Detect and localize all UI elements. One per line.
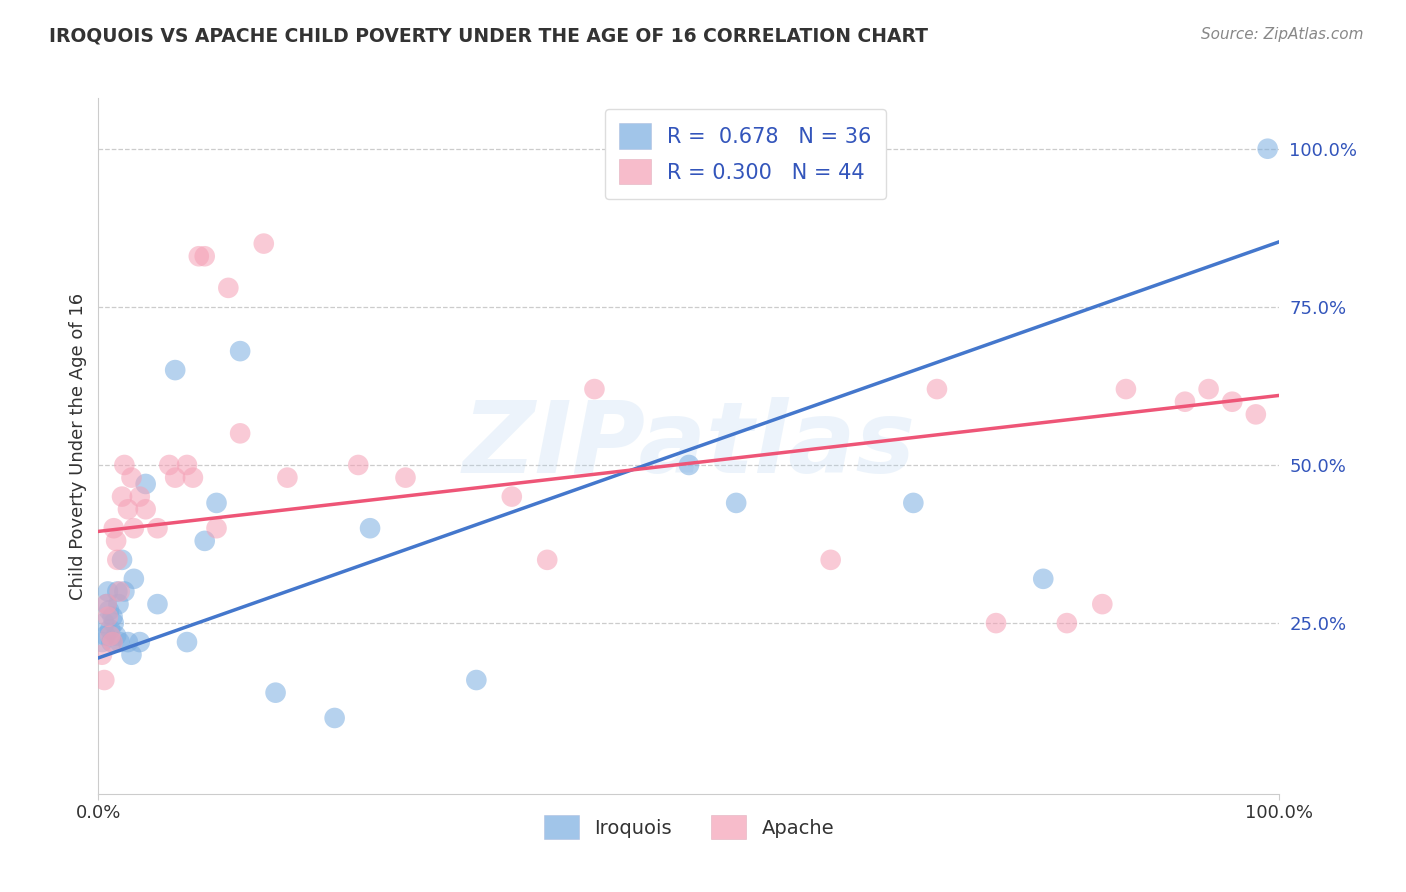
Point — [176, 635, 198, 649]
Point — [105, 553, 128, 567]
Point — [103, 616, 125, 631]
Point — [107, 597, 129, 611]
Point — [111, 553, 134, 567]
Point — [253, 236, 276, 251]
Point — [176, 458, 198, 472]
Point — [501, 490, 523, 504]
Point — [536, 553, 558, 567]
Y-axis label: Child Poverty Under the Age of 16: Child Poverty Under the Age of 16 — [69, 293, 87, 599]
Point — [194, 533, 217, 548]
Point — [98, 623, 121, 637]
Point — [135, 502, 157, 516]
Point — [96, 597, 118, 611]
Point — [264, 686, 287, 700]
Point — [820, 553, 842, 567]
Point — [98, 603, 121, 617]
Point — [108, 635, 131, 649]
Point — [117, 502, 139, 516]
Point — [128, 635, 150, 649]
Point — [205, 496, 228, 510]
Point — [359, 521, 381, 535]
Point — [135, 477, 157, 491]
Point — [93, 673, 115, 687]
Point — [111, 490, 134, 504]
Point — [229, 426, 252, 441]
Point — [1198, 382, 1220, 396]
Point — [122, 521, 145, 535]
Point — [925, 382, 948, 396]
Point — [217, 281, 239, 295]
Point — [100, 635, 122, 649]
Point — [112, 584, 135, 599]
Point — [678, 458, 700, 472]
Point — [121, 470, 143, 484]
Point — [93, 616, 115, 631]
Point — [1174, 394, 1197, 409]
Point — [101, 635, 124, 649]
Point — [105, 629, 128, 643]
Point — [984, 616, 1007, 631]
Point — [1115, 382, 1137, 396]
Point — [121, 648, 143, 662]
Point — [583, 382, 606, 396]
Point — [276, 470, 298, 484]
Point — [181, 470, 204, 484]
Point — [347, 458, 370, 472]
Point — [101, 609, 124, 624]
Point — [97, 609, 120, 624]
Point — [205, 521, 228, 535]
Point — [91, 635, 114, 649]
Legend: Iroquois, Apache: Iroquois, Apache — [536, 807, 842, 847]
Text: ZIPatlas: ZIPatlas — [463, 398, 915, 494]
Point — [128, 490, 150, 504]
Point — [97, 584, 120, 599]
Point — [108, 584, 131, 599]
Point — [91, 648, 114, 662]
Point — [96, 597, 118, 611]
Point — [105, 533, 128, 548]
Point — [94, 629, 117, 643]
Point — [1244, 408, 1267, 422]
Point — [465, 673, 488, 687]
Point — [1032, 572, 1054, 586]
Point — [1220, 394, 1243, 409]
Point — [146, 521, 169, 535]
Point — [98, 629, 121, 643]
Text: IROQUOIS VS APACHE CHILD POVERTY UNDER THE AGE OF 16 CORRELATION CHART: IROQUOIS VS APACHE CHILD POVERTY UNDER T… — [49, 27, 928, 45]
Point — [323, 711, 346, 725]
Point — [157, 458, 180, 472]
Point — [725, 496, 748, 510]
Point — [103, 521, 125, 535]
Point — [394, 470, 416, 484]
Point — [194, 249, 217, 263]
Point — [1091, 597, 1114, 611]
Point — [122, 572, 145, 586]
Point — [165, 470, 187, 484]
Point — [146, 597, 169, 611]
Point — [117, 635, 139, 649]
Point — [165, 363, 187, 377]
Point — [903, 496, 925, 510]
Point — [1056, 616, 1078, 631]
Point — [229, 344, 252, 359]
Point — [187, 249, 209, 263]
Text: Source: ZipAtlas.com: Source: ZipAtlas.com — [1201, 27, 1364, 42]
Point — [1257, 142, 1279, 156]
Point — [105, 584, 128, 599]
Point — [112, 458, 135, 472]
